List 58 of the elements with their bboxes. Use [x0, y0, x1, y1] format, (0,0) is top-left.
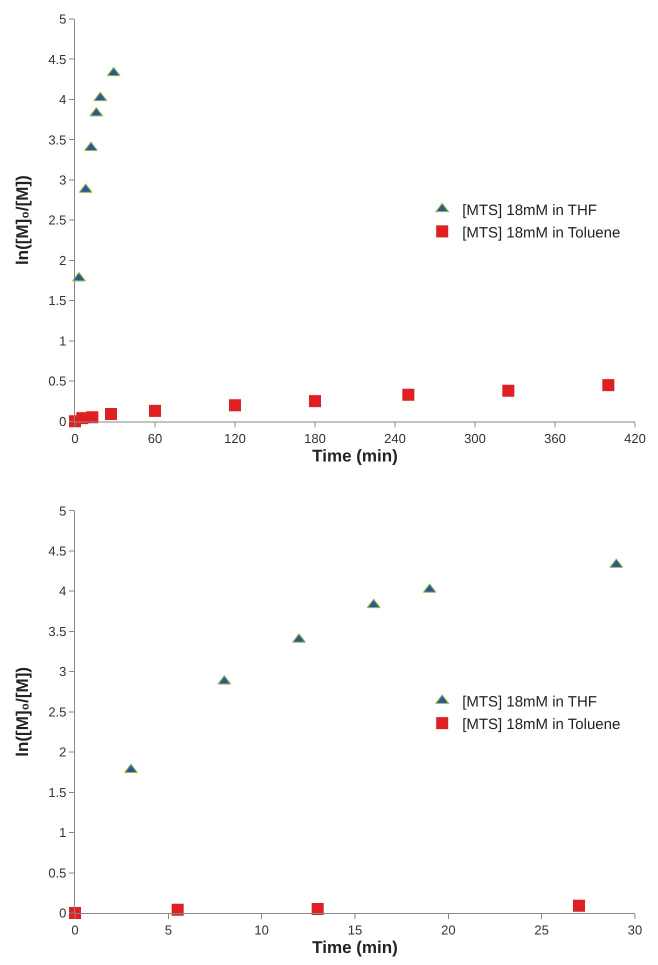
y-tick-label: 3	[59, 664, 66, 680]
y-tick-label: 0.5	[48, 865, 66, 880]
y-tick-label: 3	[59, 172, 66, 188]
y-axis-title: ln([M]₀/[M])	[12, 666, 32, 757]
y-axis-title: ln([M]₀/[M])	[12, 175, 32, 266]
y-tick-label: 2.5	[48, 212, 66, 228]
y-tick-label: 0.5	[48, 374, 66, 389]
y-tick-label: 0	[59, 414, 66, 429]
point	[149, 404, 161, 417]
point	[309, 395, 321, 408]
y-tick-label: 4.5	[48, 543, 66, 558]
point	[573, 900, 585, 912]
point	[402, 388, 414, 401]
y-tick-label: 5	[59, 12, 66, 27]
point	[602, 379, 614, 392]
point	[105, 408, 117, 420]
legend-label: [MTS] 18mM in THF	[462, 202, 597, 219]
x-tick-label: 20	[441, 922, 456, 938]
x-tick-label: 240	[384, 430, 406, 446]
y-tick-label: 1	[59, 825, 66, 840]
legend-label: [MTS] 18mM in Toluene	[462, 224, 620, 242]
y-tick-label: 4	[59, 92, 66, 108]
x-tick-label: 15	[348, 922, 362, 938]
x-tick-label: 0	[71, 430, 79, 446]
x-axis-title: Time (min)	[312, 446, 398, 466]
point	[172, 904, 184, 916]
x-tick-label: 420	[624, 430, 646, 446]
x-tick-label: 5	[164, 922, 172, 938]
legend-label: [MTS] 18mM in THF	[462, 693, 597, 710]
y-tick-label: 1	[59, 333, 66, 348]
x-tick-label: 60	[148, 430, 162, 446]
y-tick-label: 0	[59, 906, 66, 921]
y-tick-label: 2	[59, 252, 66, 268]
y-tick-label: 2	[59, 744, 66, 760]
legend-label: [MTS] 18mM in Toluene	[462, 716, 620, 733]
point	[292, 633, 306, 643]
x-axis-title: Time (min)	[312, 938, 398, 957]
x-tick-label: 25	[534, 922, 549, 938]
x-tick-label: 0	[71, 922, 79, 938]
y-tick-label: 3.5	[48, 132, 66, 148]
point	[86, 411, 98, 424]
x-tick-label: 10	[254, 922, 269, 938]
y-tick-label: 3.5	[48, 624, 66, 639]
y-tick-label: 4.5	[48, 52, 66, 67]
y-tick-label: 4	[59, 584, 66, 599]
point	[502, 384, 514, 397]
point	[229, 399, 241, 412]
x-tick-label: 180	[304, 430, 326, 446]
x-tick-label: 360	[544, 430, 566, 446]
point	[124, 764, 138, 774]
y-tick-label: 5	[59, 503, 66, 518]
y-tick-label: 1.5	[48, 293, 66, 308]
x-tick-label: 120	[224, 430, 246, 446]
point	[312, 902, 324, 915]
y-tick-label: 1.5	[48, 784, 66, 800]
x-tick-label: 30	[628, 922, 642, 938]
x-tick-label: 300	[464, 430, 486, 446]
y-tick-label: 2.5	[48, 704, 66, 720]
